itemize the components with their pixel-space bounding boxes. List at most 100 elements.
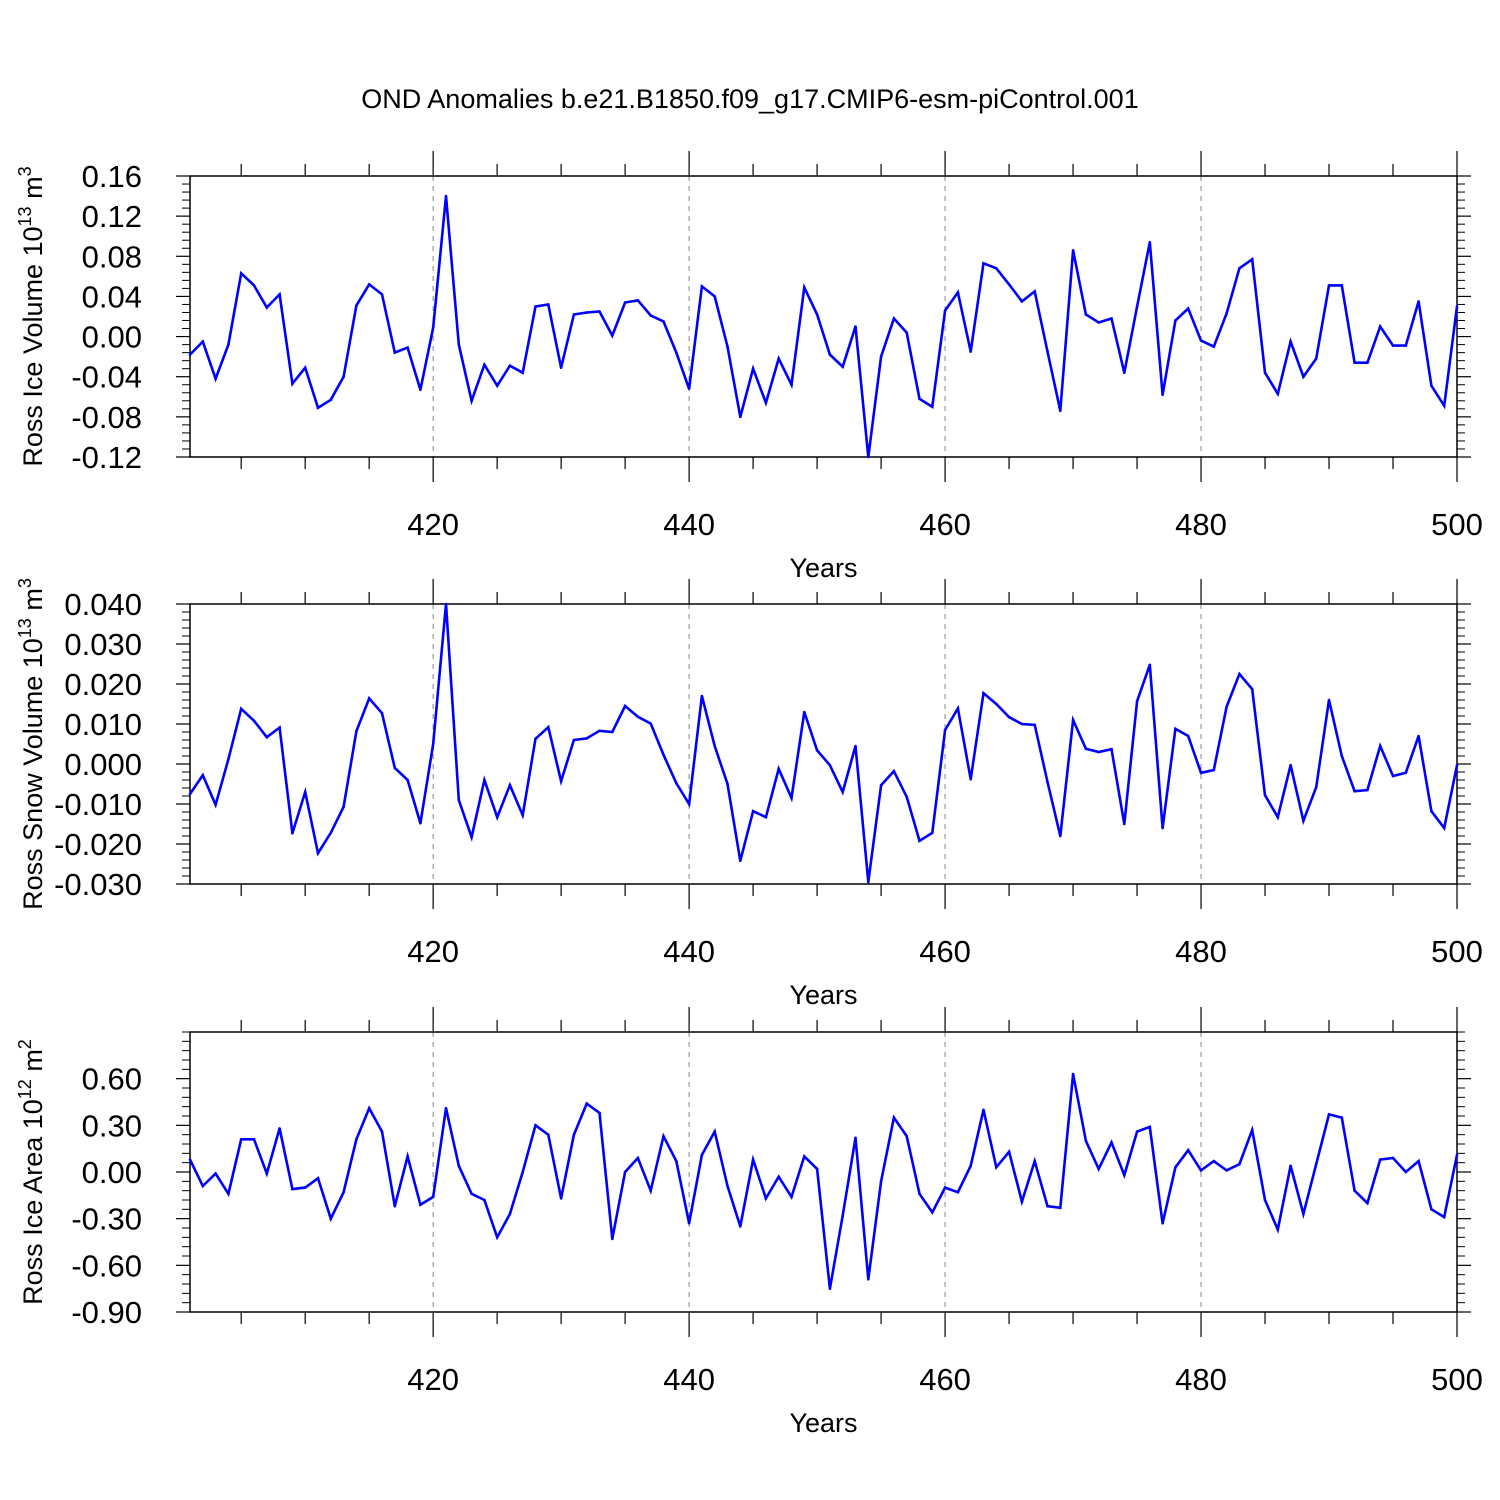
- series-line: [189, 195, 1459, 458]
- data-point: [1059, 1206, 1062, 1210]
- data-point: [726, 345, 729, 348]
- data-point: [636, 299, 640, 302]
- data-point: [457, 343, 461, 346]
- data-point: [508, 1212, 512, 1216]
- data-point: [1110, 1141, 1113, 1144]
- y-tick-label: -0.60: [71, 1248, 142, 1283]
- data-point: [495, 384, 499, 388]
- data-point: [1007, 283, 1011, 286]
- data-point: [1135, 1130, 1139, 1133]
- x-tick-label: 500: [1431, 1362, 1483, 1397]
- data-point: [572, 313, 576, 316]
- data-point: [803, 1155, 806, 1158]
- x-tick-label: 480: [1175, 507, 1227, 542]
- data-point: [1366, 788, 1369, 792]
- data-point: [1366, 361, 1369, 365]
- data-point: [316, 406, 320, 410]
- data-point: [457, 798, 461, 802]
- data-point: [969, 350, 972, 353]
- data-point: [355, 304, 358, 307]
- data-point: [585, 1102, 588, 1105]
- data-point: [419, 388, 422, 392]
- data-point: [598, 310, 601, 313]
- data-point: [380, 293, 384, 296]
- data-point: [367, 697, 371, 700]
- data-point: [355, 1138, 358, 1141]
- data-point: [303, 366, 307, 370]
- data-point: [265, 306, 269, 309]
- data-point: [956, 707, 960, 710]
- y-axis-label: Ross Snow Volume 1013 m3: [15, 578, 48, 910]
- plot-frame: [189, 603, 1458, 885]
- data-point: [1174, 319, 1177, 322]
- data-point: [444, 1106, 448, 1110]
- data-point: [1404, 771, 1408, 775]
- data-point: [1276, 815, 1280, 819]
- data-point: [316, 1176, 320, 1180]
- data-point: [1097, 1167, 1100, 1171]
- data-point: [547, 725, 550, 729]
- data-point: [1071, 718, 1075, 722]
- data-point: [1161, 393, 1164, 397]
- data-point: [431, 326, 435, 329]
- data-point: [1404, 1170, 1408, 1174]
- x-tick-label: 500: [1431, 934, 1483, 969]
- data-point: [841, 365, 844, 369]
- data-point: [201, 773, 205, 777]
- data-point: [1289, 1164, 1292, 1168]
- data-point: [547, 1133, 550, 1136]
- data-point: [1417, 300, 1420, 303]
- data-point: [1314, 1162, 1318, 1166]
- y-tick-label: -0.12: [71, 440, 142, 475]
- y-tick-label: 0.000: [64, 747, 142, 782]
- data-point: [559, 1197, 563, 1200]
- y-tick-label: 0.08: [82, 239, 142, 274]
- data-point: [905, 1134, 908, 1138]
- data-point: [649, 722, 652, 725]
- data-point: [739, 415, 742, 419]
- data-point: [726, 782, 729, 786]
- data-point: [1059, 834, 1062, 838]
- data-point: [431, 742, 435, 746]
- data-point: [1378, 325, 1382, 328]
- data-point: [943, 309, 947, 312]
- data-point: [1263, 793, 1267, 797]
- y-tick-label: 0.00: [82, 320, 142, 355]
- data-point: [1289, 340, 1292, 343]
- data-point: [1212, 768, 1216, 772]
- data-point: [713, 295, 716, 298]
- data-point: [675, 1159, 678, 1163]
- data-point: [470, 1192, 473, 1196]
- data-point: [303, 1186, 307, 1189]
- data-point: [982, 262, 985, 265]
- data-point: [1442, 826, 1446, 830]
- data-point: [406, 778, 409, 782]
- data-point: [1314, 357, 1318, 360]
- y-tick-label: 0.04: [82, 279, 142, 314]
- data-point: [1199, 771, 1203, 775]
- data-point: [764, 1197, 768, 1200]
- data-point: [751, 809, 755, 813]
- data-point: [521, 1170, 524, 1174]
- data-point: [534, 305, 537, 308]
- data-point: [483, 778, 486, 782]
- x-tick-label: 420: [407, 1362, 459, 1397]
- x-tick-label: 480: [1175, 934, 1227, 969]
- data-point: [406, 1155, 409, 1158]
- data-point: [239, 1138, 243, 1141]
- data-point: [534, 1124, 537, 1127]
- data-point: [1302, 375, 1305, 379]
- data-point: [867, 880, 870, 884]
- panel-1: -0.12 -0.08 -0.04 0.00 0.04 0.08 0.12 0.16 420 44…: [15, 151, 1483, 583]
- data-point: [1442, 1215, 1446, 1219]
- data-point: [918, 1192, 921, 1196]
- data-point: [367, 1106, 371, 1110]
- data-point: [700, 1153, 704, 1157]
- y-tick-label: -0.030: [54, 867, 142, 902]
- data-point: [611, 334, 614, 337]
- data-point: [1417, 1159, 1420, 1163]
- data-point: [995, 1166, 998, 1169]
- data-point: [495, 815, 499, 819]
- data-point: [1046, 1204, 1049, 1208]
